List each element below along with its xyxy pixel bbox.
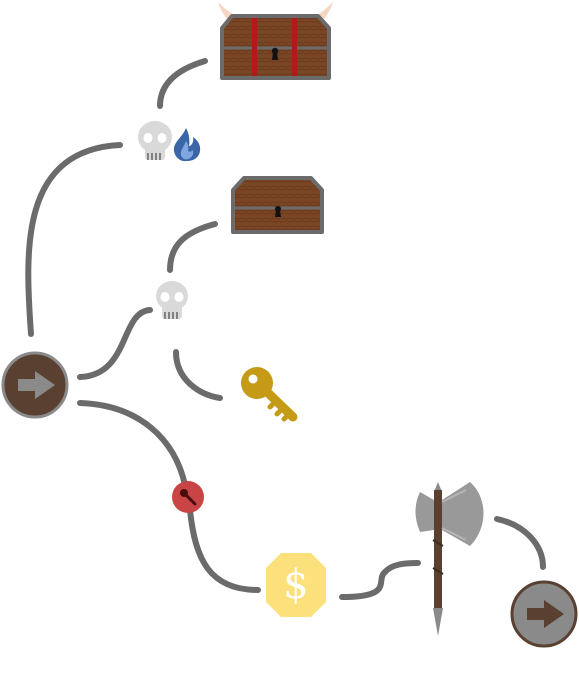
key-node[interactable] [241,367,298,422]
battle-axe-icon [415,482,484,636]
path-gate-to-shop [187,507,261,593]
path-encounter-to-chest [167,221,218,273]
locked-gate-node[interactable] [172,481,204,513]
chest-node[interactable] [231,176,324,234]
horned-treasure-chest-icon [218,2,333,80]
skull-icon [156,281,188,319]
arrow-right-icon [527,600,564,628]
path-elite-to-boss-chest [157,58,208,109]
boss-chest-node[interactable] [218,2,333,80]
blue-flame-icon [173,128,201,162]
path-start-to-gate [77,400,188,488]
path-weapon-to-end [494,516,546,570]
red-key-lock-icon [180,489,197,506]
encounter-node[interactable] [156,281,188,319]
coin-body [266,553,326,617]
path-start-to-encounter [77,307,153,380]
key-teeth [267,398,292,422]
end-node[interactable] [510,580,578,648]
path-encounter-to-key [173,349,223,401]
skull-icon [138,121,172,160]
map-paths [25,58,546,600]
arrow-right-icon [18,371,55,399]
golden-key-icon [241,367,298,422]
treasure-chest-icon [231,176,324,234]
path-start-to-elite [25,142,123,337]
elite-encounter-node[interactable] [138,121,201,162]
start-node[interactable] [1,351,69,419]
gold-coin-icon: $ [266,553,326,617]
coin-symbol: $ [283,562,308,608]
path-shop-to-weapon [339,560,421,600]
weapon-node[interactable] [415,482,484,636]
shop-node[interactable]: $ [266,553,326,617]
